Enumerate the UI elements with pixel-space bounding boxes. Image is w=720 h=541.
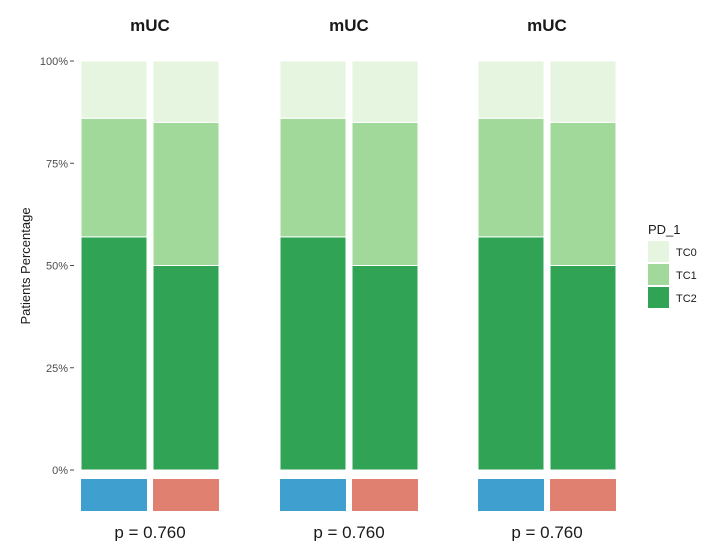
legend-swatch-tc0 (648, 241, 669, 262)
bar-segment-tc2 (549, 265, 617, 471)
bar-segment-tc0 (477, 60, 545, 119)
legend-title: PD_1 (648, 222, 681, 237)
bar-segment-tc1 (549, 121, 617, 266)
legend-swatch-tc1 (648, 264, 669, 285)
panel-1: mUC p = 0.760 (80, 16, 220, 541)
bar-segment-tc2 (80, 236, 148, 471)
group-strip-2 (352, 479, 418, 511)
bar-segment-tc1 (152, 121, 220, 266)
bar-segment-tc0 (279, 60, 347, 119)
panel-title: mUC (527, 16, 567, 35)
panel-title: mUC (329, 16, 369, 35)
legend-label-tc1: TC1 (676, 270, 697, 282)
panel-title: mUC (130, 16, 170, 35)
group-strip-1 (280, 479, 346, 511)
y-tick-label: 75% (46, 158, 68, 170)
bar-segment-tc2 (152, 265, 220, 471)
p-value-label: p = 0.760 (114, 523, 185, 541)
bar-segment-tc2 (351, 265, 419, 471)
y-axis-title: Patients Percentage (18, 207, 33, 324)
group-strip-1 (81, 479, 147, 511)
group-strip-2 (153, 479, 219, 511)
bar-segment-tc2 (477, 236, 545, 471)
bar-segment-tc0 (549, 60, 617, 123)
legend-swatch-tc2 (648, 287, 669, 308)
bar-segment-tc2 (279, 236, 347, 471)
group-strip-1 (478, 479, 544, 511)
bar-segment-tc1 (351, 121, 419, 266)
y-axis: 0% 25% 50% 75% 100% (40, 56, 74, 477)
bar-segment-tc1 (80, 117, 148, 238)
legend: PD_1 TC0 TC1 TC2 (648, 222, 697, 308)
panel-2: mUC p = 0.760 (279, 16, 419, 541)
legend-label-tc0: TC0 (676, 247, 697, 259)
y-tick-label: 0% (52, 465, 68, 477)
bar-segment-tc0 (152, 60, 220, 123)
y-tick-label: 100% (40, 56, 68, 68)
legend-label-tc2: TC2 (676, 293, 697, 305)
y-tick-label: 50% (46, 261, 68, 273)
bar-segment-tc0 (80, 60, 148, 119)
bar-segment-tc1 (477, 117, 545, 238)
bar-segment-tc1 (279, 117, 347, 238)
y-tick-label: 25% (46, 363, 68, 375)
panels: mUC p = 0.760 mUC p = 0.760 mUC p = 0.760 (80, 16, 617, 541)
bar-segment-tc0 (351, 60, 419, 123)
panel-3: mUC p = 0.760 (477, 16, 617, 541)
p-value-label: p = 0.760 (313, 523, 384, 541)
p-value-label: p = 0.760 (511, 523, 582, 541)
group-strip-2 (550, 479, 616, 511)
